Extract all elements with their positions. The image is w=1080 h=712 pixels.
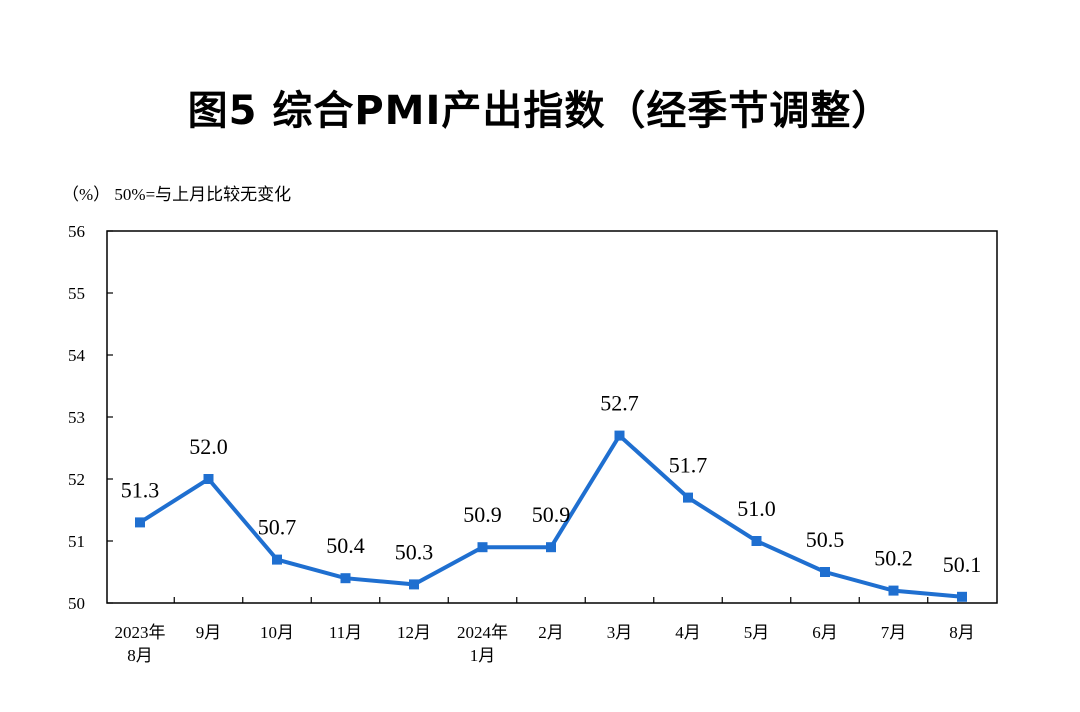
x-tick-label: 5月 xyxy=(744,623,770,642)
x-tick-label: 12月 xyxy=(397,623,431,642)
data-point xyxy=(135,517,145,528)
data-point xyxy=(957,591,967,602)
data-label: 50.7 xyxy=(258,515,297,540)
data-point xyxy=(203,474,214,484)
x-tick-label: 10月 xyxy=(260,623,294,642)
x-tick-label: 4月 xyxy=(675,623,701,642)
x-tick-label: 2024年 xyxy=(457,623,508,642)
data-labels: 51.3 52.0 50.7 50.4 50.3 50.9 50.9 52.7 51.7 51.0… xyxy=(121,391,982,577)
data-label: 50.9 xyxy=(463,502,502,527)
data-point xyxy=(340,573,351,584)
data-point xyxy=(751,536,762,546)
data-label: 50.5 xyxy=(806,527,845,552)
x-tick-label: 8月 xyxy=(127,646,153,665)
x-tick-label: 6月 xyxy=(812,623,838,642)
chart-title: 图5 综合PMI产出指数（经季节调整） xyxy=(187,88,893,134)
y-tick-label: 55 xyxy=(68,284,85,303)
y-axis: 50 51 52 53 54 55 56 xyxy=(68,222,113,613)
data-point xyxy=(683,492,693,503)
unit-note: （%） 50%=与上月比较无变化 xyxy=(62,185,292,204)
x-tick-label: 7月 xyxy=(881,623,907,642)
data-point xyxy=(546,542,556,553)
data-label: 51.3 xyxy=(121,477,160,502)
data-point xyxy=(272,554,282,565)
x-tick-label: 2023年 xyxy=(115,623,166,642)
data-label: 52.0 xyxy=(189,434,228,459)
data-point xyxy=(477,542,488,553)
x-tick-label: 3月 xyxy=(607,623,633,642)
y-tick-label: 52 xyxy=(68,470,85,489)
data-label: 50.9 xyxy=(532,502,571,527)
data-point xyxy=(614,430,625,441)
data-label: 51.7 xyxy=(669,453,708,478)
y-tick-label: 50 xyxy=(68,594,85,613)
x-tick-label: 1月 xyxy=(470,646,496,665)
data-point xyxy=(820,567,830,577)
series-markers xyxy=(135,430,967,602)
x-tick-label: 11月 xyxy=(329,623,362,642)
y-tick-label: 56 xyxy=(68,222,85,241)
y-tick-label: 51 xyxy=(68,532,85,551)
data-label: 50.4 xyxy=(326,533,365,558)
data-label: 50.3 xyxy=(395,539,434,564)
data-label: 50.1 xyxy=(943,552,982,577)
y-tick-label: 54 xyxy=(68,346,86,365)
data-point xyxy=(409,579,419,590)
data-label: 50.2 xyxy=(874,546,913,571)
x-axis: 2023年 8月 9月 10月 11月 12月 2024年 1月 2月 3月 4月 5月 6月 7月 8月 xyxy=(115,597,975,665)
data-label: 51.0 xyxy=(737,496,776,521)
x-tick-label: 2月 xyxy=(538,623,564,642)
data-label: 52.7 xyxy=(600,391,639,416)
data-point xyxy=(888,585,899,596)
y-tick-label: 53 xyxy=(68,408,85,427)
x-tick-label: 8月 xyxy=(949,623,975,642)
x-tick-label: 9月 xyxy=(196,623,222,642)
